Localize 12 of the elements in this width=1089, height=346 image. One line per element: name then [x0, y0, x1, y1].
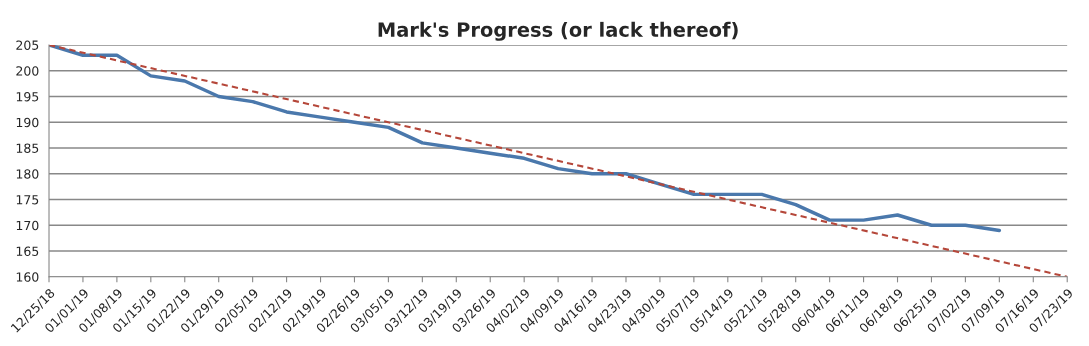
line-series — [49, 44, 1002, 233]
y-tick-label: 170 — [16, 220, 39, 231]
y-tick-label: 190 — [16, 117, 39, 128]
y-tick-label: 200 — [16, 66, 39, 76]
y-tick-label: 195 — [16, 91, 39, 102]
chart-title: Mark's Progress (or lack thereof) — [378, 21, 738, 41]
y-tick-label: 180 — [16, 169, 39, 179]
y-tick-label: 175 — [16, 195, 39, 205]
y-tick-label: 185 — [16, 143, 39, 153]
y-tick-label: 160 — [16, 272, 39, 282]
y-tick-label: 205 — [16, 40, 39, 50]
y-tick-label: 165 — [16, 246, 39, 256]
